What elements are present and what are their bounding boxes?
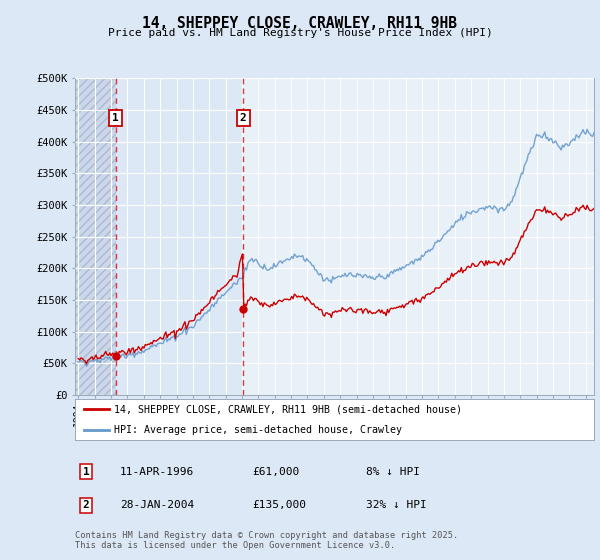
Text: Contains HM Land Registry data © Crown copyright and database right 2025.
This d: Contains HM Land Registry data © Crown c… [75,530,458,550]
Text: 2: 2 [240,113,247,123]
Text: 1: 1 [112,113,119,123]
Bar [75,78,116,395]
Text: 8% ↓ HPI: 8% ↓ HPI [366,466,420,477]
Text: 11-APR-1996: 11-APR-1996 [120,466,194,477]
Text: 14, SHEPPEY CLOSE, CRAWLEY, RH11 9HB (semi-detached house): 14, SHEPPEY CLOSE, CRAWLEY, RH11 9HB (se… [114,404,462,414]
Text: 2: 2 [83,500,89,510]
Text: 28-JAN-2004: 28-JAN-2004 [120,500,194,510]
Text: 14, SHEPPEY CLOSE, CRAWLEY, RH11 9HB: 14, SHEPPEY CLOSE, CRAWLEY, RH11 9HB [143,16,458,31]
Bar [116,78,243,395]
Text: 32% ↓ HPI: 32% ↓ HPI [366,500,427,510]
Text: Price paid vs. HM Land Registry's House Price Index (HPI): Price paid vs. HM Land Registry's House … [107,28,493,38]
Text: £135,000: £135,000 [252,500,306,510]
Text: £61,000: £61,000 [252,466,299,477]
Text: HPI: Average price, semi-detached house, Crawley: HPI: Average price, semi-detached house,… [114,424,402,435]
Text: 1: 1 [83,466,89,477]
